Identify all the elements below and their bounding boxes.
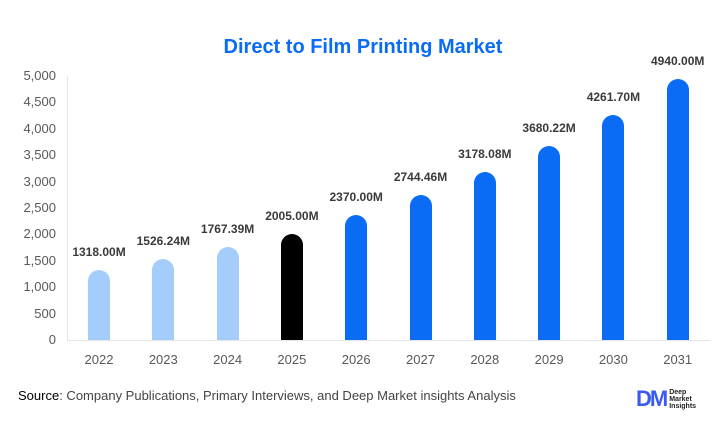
data-label: 1767.39M <box>200 221 255 236</box>
dm-logo-icon: DM <box>636 386 668 411</box>
x-tick-label: 2028 <box>470 352 500 367</box>
x-tick-label: 2024 <box>213 352 243 367</box>
x-tick-label: 2029 <box>534 352 564 367</box>
y-tick-label: 0 <box>48 332 56 347</box>
x-tick-label: 2027 <box>406 352 435 367</box>
y-tick-label: 3,000 <box>23 173 56 189</box>
y-tick-label: 500 <box>34 305 56 321</box>
data-label: 1318.00M <box>72 245 126 260</box>
data-label: 4261.70M <box>586 89 641 104</box>
x-tick-label: 2026 <box>341 352 371 367</box>
y-tick-label: 4,000 <box>23 120 56 136</box>
y-tick-label: 5,000 <box>23 68 56 83</box>
source-label: Source <box>18 388 60 403</box>
bar-2030 <box>602 114 625 340</box>
deep-market-insights-logo: DM Deep Market Insights <box>636 386 696 412</box>
y-tick-label: 3,500 <box>23 147 56 163</box>
bar-2027 <box>409 195 432 340</box>
bar-2023 <box>152 259 175 340</box>
y-tick-label: 1,500 <box>23 252 56 268</box>
source-text: : Company Publications, Primary Intervie… <box>59 388 516 403</box>
bar-2026 <box>345 214 368 340</box>
chart-title: Direct to Film Printing Market <box>223 36 503 58</box>
logo-text: Deep Market Insights <box>669 388 697 410</box>
data-label: 1526.24M <box>136 234 190 249</box>
x-tick-label: 2022 <box>84 352 114 367</box>
bar-2024 <box>216 246 239 340</box>
y-tick-label: 2,000 <box>23 226 56 242</box>
y-tick-label: 4,500 <box>23 94 56 110</box>
bar-2031 <box>666 79 689 340</box>
bar-2022 <box>88 270 110 340</box>
x-tick-label: 2025 <box>277 352 307 367</box>
x-axis-line <box>67 340 710 341</box>
y-axis-line <box>67 76 68 340</box>
data-label: 3178.08M <box>458 147 512 162</box>
data-label: 2744.46M <box>393 170 448 185</box>
data-label: 3680.22M <box>522 120 576 135</box>
data-label: 4940.00M <box>651 54 705 69</box>
data-label: 2005.00M <box>265 209 319 224</box>
y-tick-label: 1,000 <box>23 279 56 295</box>
bar-2029 <box>538 145 561 340</box>
bar-2028 <box>473 172 496 340</box>
source-note: Source: Company Publications, Primary In… <box>18 388 516 403</box>
x-tick-label: 2023 <box>148 352 178 367</box>
y-tick-label: 2,500 <box>23 200 56 215</box>
data-label: 2370.00M <box>329 189 383 204</box>
x-tick-label: 2030 <box>598 352 628 367</box>
bar-2025 <box>280 234 303 340</box>
x-tick-label: 2031 <box>663 352 693 367</box>
